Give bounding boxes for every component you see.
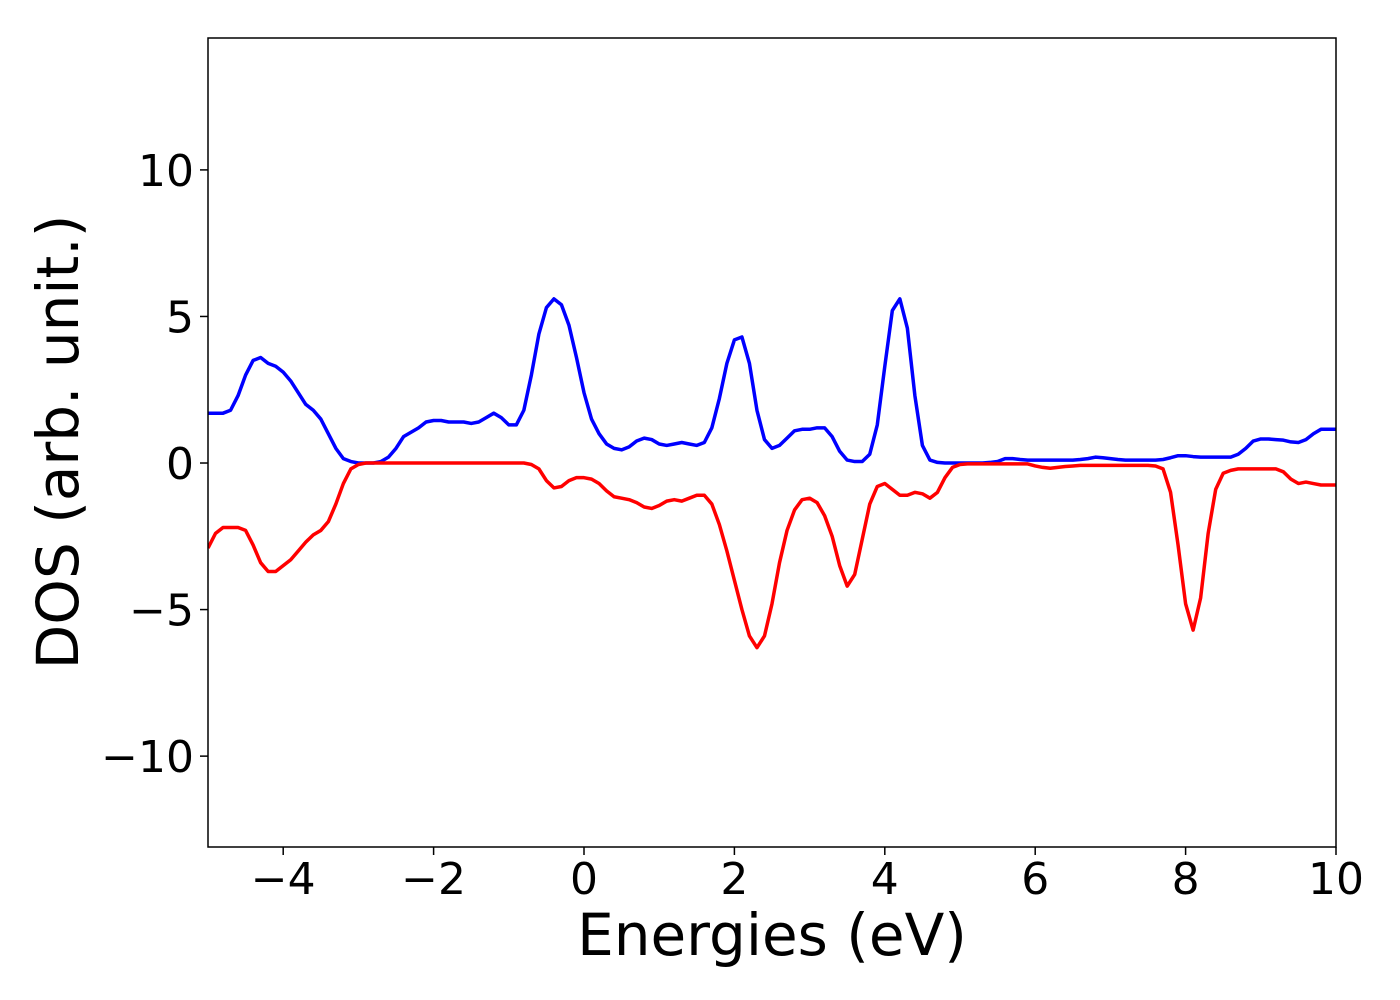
x-tick-label: −2 [401,854,466,905]
x-axis-label: Energies (eV) [577,901,967,969]
series-line [208,461,1336,650]
y-tick-label: 5 [166,292,194,343]
x-tick-label: −4 [251,854,316,905]
x-tick-label: 2 [720,854,748,905]
y-axis-label: DOS (arb. unit.) [24,215,92,670]
y-tick-label: −10 [101,732,194,783]
y-tick-label: 0 [166,439,194,490]
x-tick-label: 8 [1172,854,1200,905]
x-tick-label: 6 [1021,854,1049,905]
series-line [208,297,1336,465]
y-tick-label: 10 [138,146,194,197]
x-tick-label: 4 [871,854,899,905]
x-tick-label: 0 [570,854,598,905]
x-tick-label: 10 [1308,854,1364,905]
y-tick-label: −5 [129,586,194,637]
plot-frame [207,37,1337,848]
